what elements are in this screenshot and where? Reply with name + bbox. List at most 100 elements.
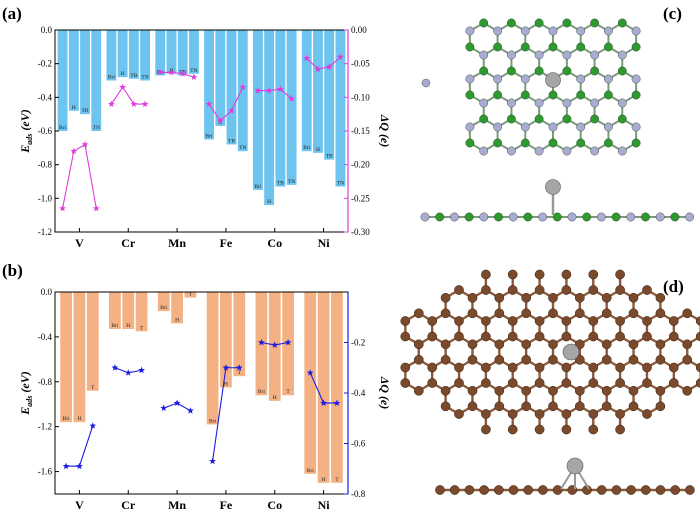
carbon-atom: [413, 354, 424, 365]
chart-a: Bri H TB TN Bri H TB TN Bri H TB TN Bri H TB TN Bri H TB TN…: [18, 25, 392, 250]
carbon-atom: [588, 269, 599, 280]
carbon-atom: [440, 339, 451, 350]
side-atom: [611, 485, 622, 495]
bar-site-label: Bri: [307, 468, 315, 474]
boron-atom: [576, 138, 586, 148]
carbon-atom: [467, 354, 478, 365]
boron-atom: [562, 18, 572, 28]
bar-Ni-2: [324, 30, 335, 160]
carbon-atom: [615, 378, 625, 388]
side-atom: [552, 212, 562, 222]
boron-atom: [534, 66, 544, 76]
carbon-atom: [521, 385, 532, 396]
metal-adatom-side: [566, 457, 584, 475]
carbon-atom: [615, 269, 625, 280]
bar-Mn-2: [184, 292, 197, 298]
dq-point: [303, 54, 311, 62]
dq-point: [190, 73, 198, 81]
y-tick-label: -1.6: [38, 467, 53, 477]
dq-point: [276, 85, 284, 93]
bar-site-label: T: [335, 477, 339, 483]
bar-site-label: TB: [326, 154, 333, 160]
carbon-atom: [548, 308, 558, 319]
boron-atom: [631, 138, 641, 148]
side-atom: [479, 212, 489, 222]
dq-point: [141, 100, 149, 107]
dq-point: [179, 70, 187, 77]
nitrogen-atom: [479, 98, 489, 108]
dq-point: [111, 364, 119, 371]
carbon-atom: [561, 285, 572, 295]
nitrogen-atom: [631, 26, 641, 36]
carbon-atom: [628, 339, 639, 350]
y2-tick-label: -0.10: [351, 92, 370, 102]
carbon-atom: [561, 269, 572, 280]
side-atom: [641, 212, 650, 222]
carbon-atom: [682, 385, 693, 396]
category-label-V: V: [75, 498, 84, 512]
side-atom: [597, 212, 606, 222]
y2-tick-label: -0.8: [351, 489, 366, 499]
boron-atom: [548, 138, 558, 148]
side-atom: [685, 485, 695, 495]
carbon-atom: [601, 292, 612, 303]
boron-atom: [590, 114, 599, 124]
carbon-atom: [695, 378, 700, 388]
side-atom: [655, 485, 666, 495]
bar-Fe-2: [233, 292, 246, 377]
bar-Cr-2: [135, 292, 148, 332]
y-tick-label: -0.4: [38, 332, 53, 342]
boron-atom: [590, 66, 599, 76]
panel-label-d: (d): [663, 277, 684, 296]
dq-point: [119, 83, 127, 91]
y-tick-label: -1.2: [38, 227, 52, 237]
dq-point: [222, 364, 230, 371]
carbon-atom: [601, 354, 612, 365]
bar-Fe-2: [226, 30, 237, 145]
bar-site-label: T: [238, 370, 242, 376]
carbon-atom: [534, 409, 545, 419]
carbon-atom: [454, 285, 464, 295]
dq-point: [81, 140, 89, 148]
carbon-atom: [588, 316, 599, 326]
boron-atom: [576, 90, 586, 100]
carbon-atom: [507, 331, 518, 342]
bar-site-label: Bri: [108, 75, 116, 81]
side-atom: [508, 212, 518, 222]
nitrogen-atom: [534, 50, 544, 60]
carbon-atom: [481, 269, 491, 280]
category-label-Fe: Fe: [220, 236, 233, 250]
boron-atom: [465, 138, 475, 148]
bar-V-3: [91, 30, 102, 131]
bar-Cr-1: [117, 30, 128, 78]
carbon-atom: [413, 339, 424, 350]
y-tick-label: 0.0: [41, 287, 53, 297]
structure-d: [400, 269, 700, 495]
side-atom: [523, 485, 534, 495]
carbon-atom: [668, 362, 679, 373]
y2-tick-label: -0.4: [351, 388, 366, 398]
nitrogen-atom: [562, 98, 572, 108]
y2-tick-label: 0.00: [351, 25, 367, 35]
carbon-atom: [642, 285, 652, 295]
side-atom: [626, 212, 636, 222]
carbon-atom: [682, 354, 693, 365]
dq-point: [235, 364, 243, 371]
nitrogen-atom: [520, 74, 530, 84]
carbon-atom: [588, 378, 599, 388]
dq-point: [59, 204, 66, 212]
dq-point: [337, 53, 344, 60]
side-atom: [435, 485, 445, 495]
nitrogen-atom: [576, 74, 586, 84]
nitrogen-atom: [520, 26, 530, 36]
carbon-atom: [507, 269, 518, 280]
carbon-atom: [534, 285, 545, 295]
carbon-atom: [682, 308, 693, 319]
nitrogen-atom: [617, 50, 627, 60]
bar-Ni-1: [317, 292, 330, 483]
carbon-atom: [561, 316, 572, 326]
side-atom: [626, 485, 636, 495]
side-atom: [670, 212, 680, 222]
carbon-atom: [413, 385, 424, 396]
bar-site-label: Bri: [206, 133, 214, 139]
